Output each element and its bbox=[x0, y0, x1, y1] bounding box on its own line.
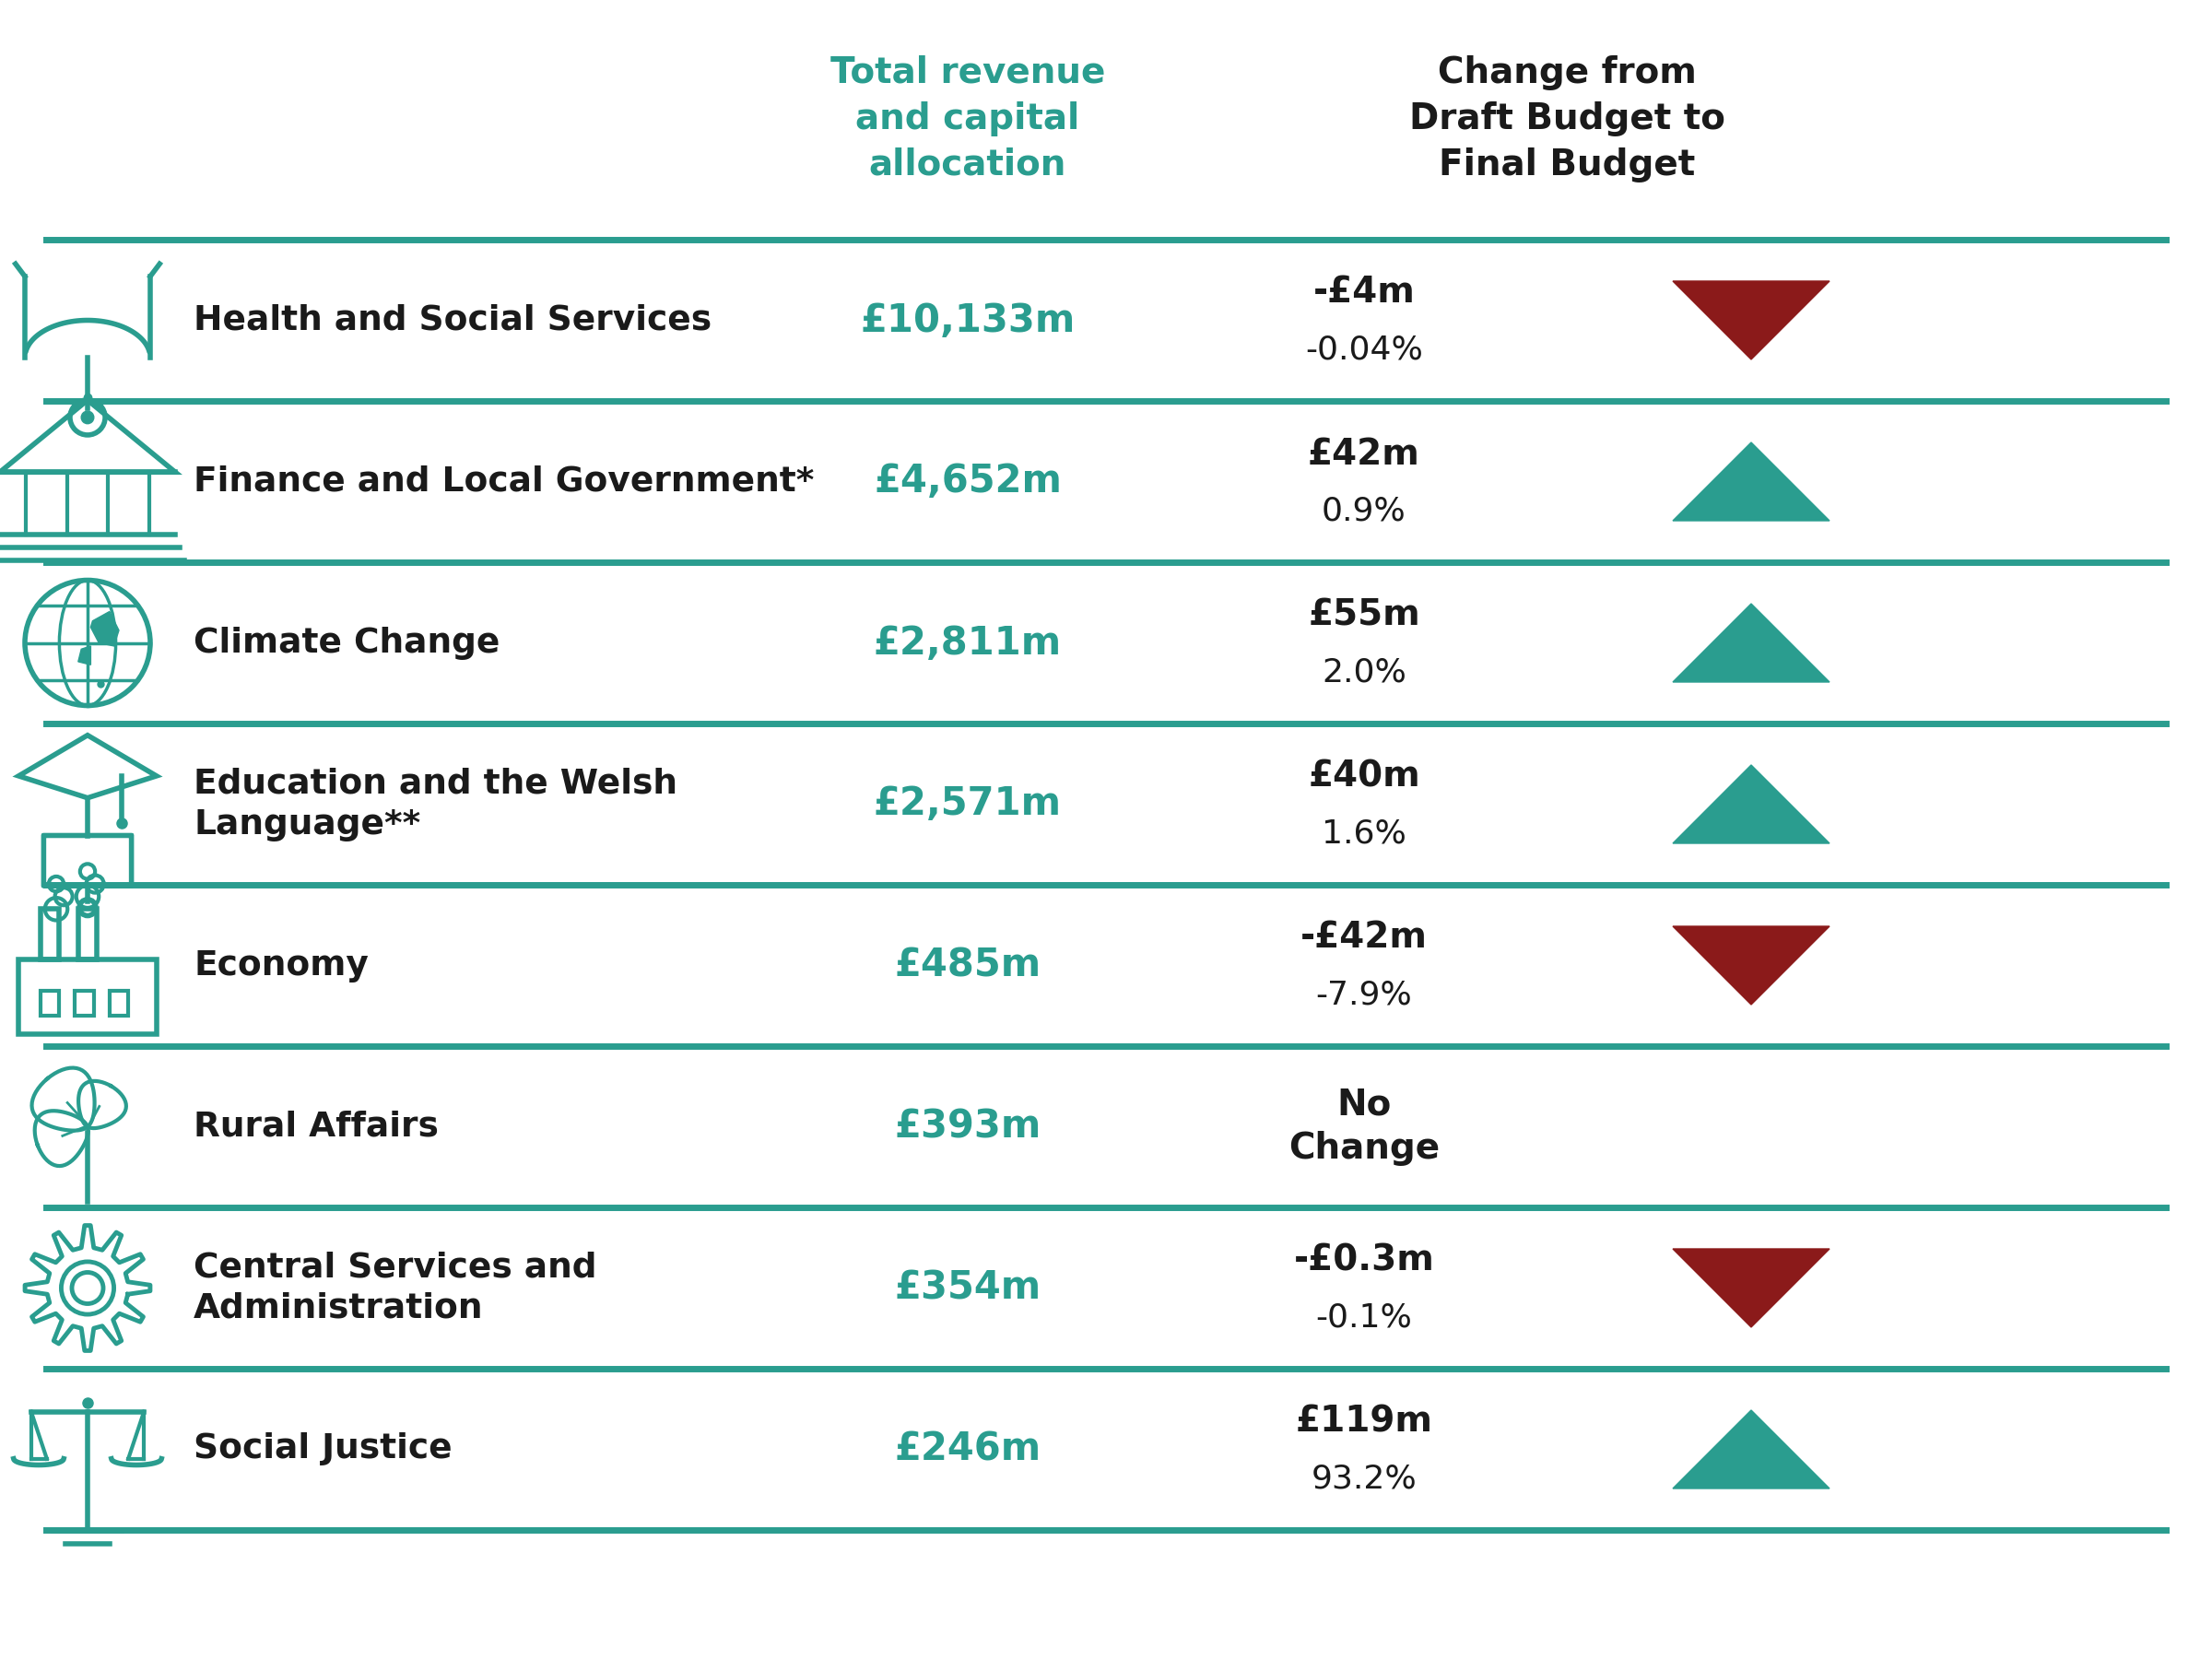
Text: £354m: £354m bbox=[894, 1269, 1042, 1307]
Polygon shape bbox=[77, 645, 91, 665]
Bar bbox=[40, 909, 60, 959]
Text: 2.0%: 2.0% bbox=[1323, 657, 1407, 688]
Text: Education and the Welsh
Language**: Education and the Welsh Language** bbox=[195, 766, 677, 841]
Text: £485m: £485m bbox=[894, 946, 1042, 985]
Text: Economy: Economy bbox=[195, 949, 369, 982]
Text: £40m: £40m bbox=[1307, 760, 1420, 795]
Bar bbox=[40, 990, 60, 1015]
Bar bbox=[111, 990, 128, 1015]
Text: Change from
Draft Budget to
Final Budget: Change from Draft Budget to Final Budget bbox=[1409, 55, 1725, 182]
Text: -7.9%: -7.9% bbox=[1316, 979, 1411, 1010]
Text: Rural Affairs: Rural Affairs bbox=[195, 1110, 438, 1143]
Bar bbox=[75, 990, 93, 1015]
Text: Total revenue
and capital
allocation: Total revenue and capital allocation bbox=[830, 55, 1106, 182]
Polygon shape bbox=[1672, 604, 1829, 682]
Text: £393m: £393m bbox=[894, 1108, 1042, 1146]
Bar bbox=[77, 909, 97, 959]
Text: Social Justice: Social Justice bbox=[195, 1433, 451, 1467]
Text: £10,133m: £10,133m bbox=[860, 300, 1075, 340]
Text: -£4m: -£4m bbox=[1314, 275, 1416, 310]
Polygon shape bbox=[1672, 443, 1829, 521]
Text: £2,811m: £2,811m bbox=[874, 624, 1062, 662]
Polygon shape bbox=[91, 612, 119, 645]
Text: Health and Social Services: Health and Social Services bbox=[195, 304, 712, 337]
Text: £42m: £42m bbox=[1307, 436, 1420, 471]
Circle shape bbox=[82, 411, 93, 423]
Text: 0.9%: 0.9% bbox=[1323, 496, 1407, 528]
Text: -£0.3m: -£0.3m bbox=[1294, 1243, 1436, 1277]
Text: £4,652m: £4,652m bbox=[874, 463, 1062, 501]
Text: Finance and Local Government*: Finance and Local Government* bbox=[195, 465, 814, 498]
Text: £246m: £246m bbox=[894, 1430, 1042, 1468]
Polygon shape bbox=[1672, 926, 1829, 1005]
Polygon shape bbox=[1672, 1249, 1829, 1327]
Bar bbox=[18, 959, 157, 1035]
Text: £119m: £119m bbox=[1296, 1404, 1433, 1438]
Text: Central Services and
Administration: Central Services and Administration bbox=[195, 1251, 597, 1326]
Text: Climate Change: Climate Change bbox=[195, 625, 500, 659]
Polygon shape bbox=[1672, 765, 1829, 843]
Text: -0.04%: -0.04% bbox=[1305, 333, 1422, 365]
Text: 1.6%: 1.6% bbox=[1323, 818, 1407, 849]
Text: £2,571m: £2,571m bbox=[874, 785, 1062, 823]
Polygon shape bbox=[1672, 280, 1829, 360]
Text: -0.1%: -0.1% bbox=[1316, 1302, 1413, 1334]
Text: 93.2%: 93.2% bbox=[1312, 1463, 1418, 1495]
Text: -£42m: -£42m bbox=[1301, 921, 1427, 956]
Text: No
Change: No Change bbox=[1287, 1088, 1440, 1166]
Polygon shape bbox=[1672, 1410, 1829, 1488]
Text: £55m: £55m bbox=[1307, 597, 1420, 632]
